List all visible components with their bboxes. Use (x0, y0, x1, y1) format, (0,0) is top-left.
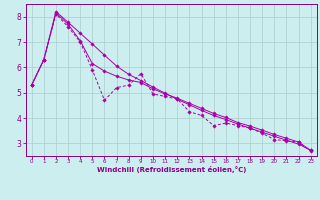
X-axis label: Windchill (Refroidissement éolien,°C): Windchill (Refroidissement éolien,°C) (97, 166, 246, 173)
